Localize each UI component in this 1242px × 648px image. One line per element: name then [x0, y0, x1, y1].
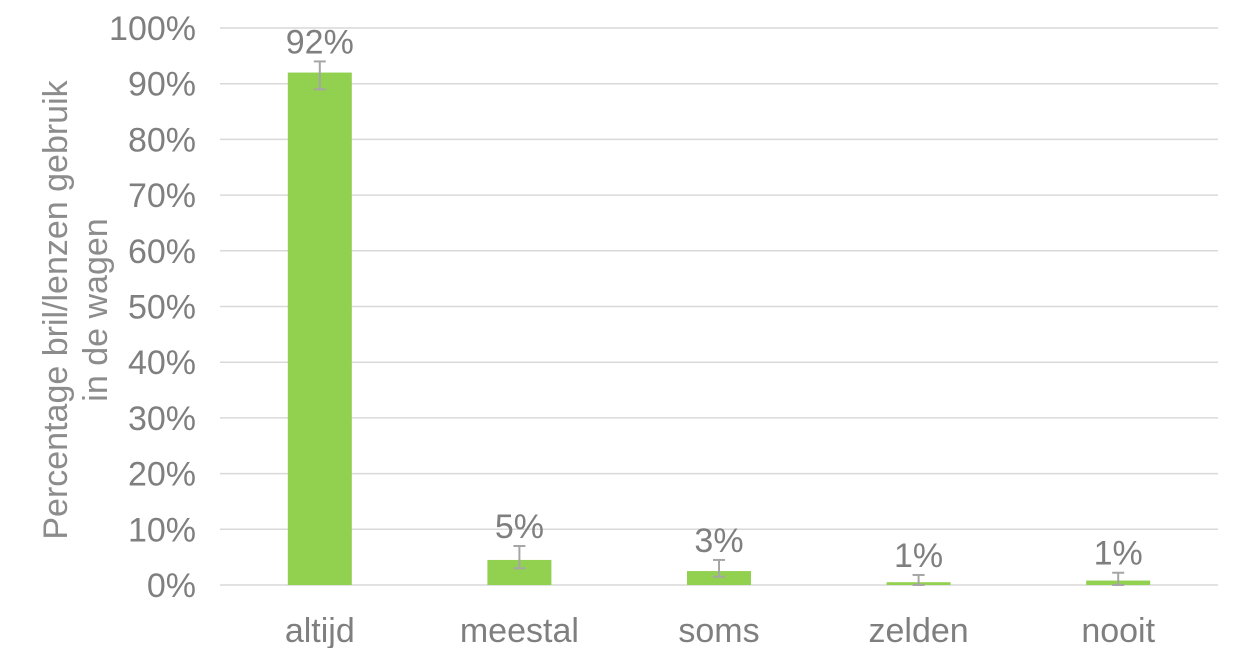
y-axis-label: Percentage bril/lenzen gebruik in de wag… — [37, 79, 115, 539]
y-tick-label: 100% — [109, 10, 196, 48]
data-label-altijd: 92% — [286, 23, 354, 61]
error-bar-altijd — [313, 60, 326, 91]
data-label-meestal: 5% — [495, 508, 544, 546]
data-label-zelden: 1% — [894, 537, 943, 575]
bar-soms — [687, 571, 751, 585]
data-label-nooit: 1% — [1094, 535, 1143, 573]
y-tick-label: 90% — [128, 66, 196, 104]
y-axis-ticks: 0% 10% 20% 30% 40% 50% 60% 70% 80% 90% 100% — [109, 10, 196, 605]
y-tick-label: 60% — [128, 233, 196, 271]
data-labels: 92% 5% 3% 1% 1% — [286, 23, 1143, 575]
y-tick-label: 20% — [128, 456, 196, 494]
y-tick-label: 10% — [128, 511, 196, 549]
error-bar-zelden — [912, 573, 925, 586]
y-tick-label: 40% — [128, 344, 196, 382]
y-tick-label: 30% — [128, 400, 196, 438]
data-label-soms: 3% — [694, 522, 743, 560]
error-bars — [313, 60, 1125, 586]
error-bar-meestal — [513, 545, 526, 570]
y-axis-label-line-1: Percentage bril/lenzen gebruik — [37, 79, 75, 539]
bars — [287, 72, 1151, 585]
bar-altijd — [287, 72, 352, 585]
y-axis-label-line-2: in de wagen — [77, 218, 115, 401]
error-bar-nooit — [1112, 571, 1125, 586]
y-tick-label: 0% — [147, 567, 196, 605]
x-tick-label-meestal: meestal — [460, 612, 579, 648]
y-tick-label: 80% — [128, 121, 196, 159]
error-bar-soms — [713, 558, 725, 578]
x-tick-label-zelden: zelden — [868, 612, 968, 648]
y-tick-label: 50% — [128, 289, 196, 327]
x-axis-ticks: altijd meestal soms zelden nooit — [285, 612, 1156, 648]
gridlines — [220, 27, 1218, 586]
x-tick-label-altijd: altijd — [285, 612, 355, 648]
y-tick-label: 70% — [128, 177, 196, 215]
x-tick-label-soms: soms — [678, 612, 759, 648]
x-tick-label-nooit: nooit — [1081, 612, 1155, 648]
